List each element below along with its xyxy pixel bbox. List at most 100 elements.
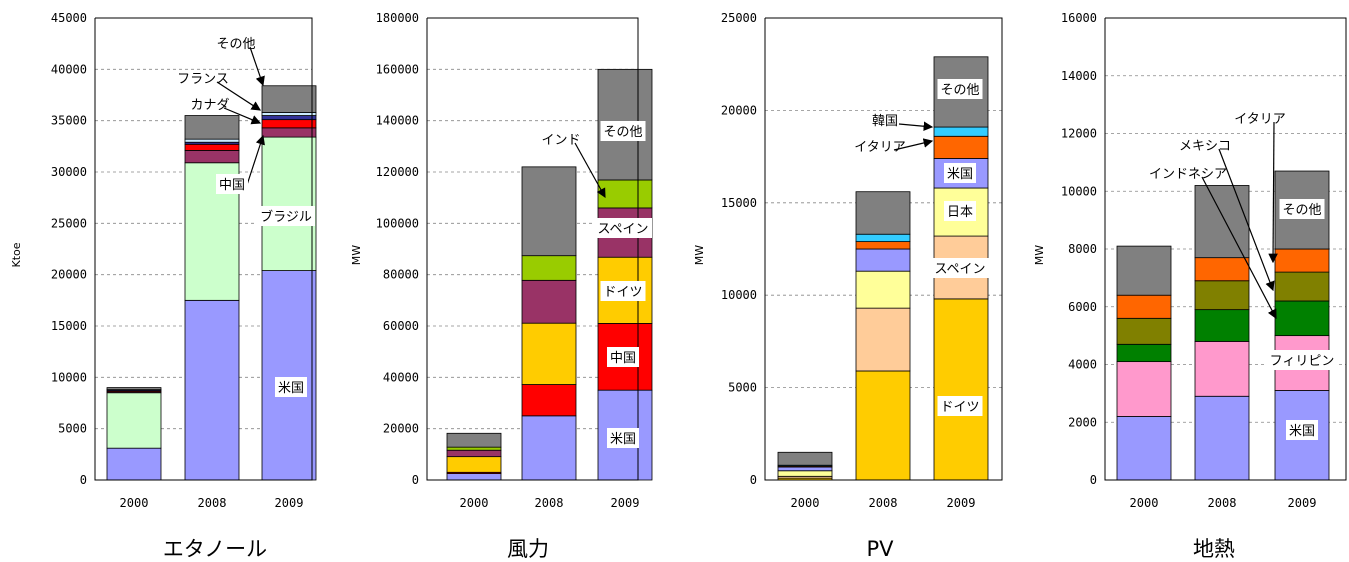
y-tick-label: 0 [1090,473,1097,487]
bar-segment [1194,309,1250,342]
bar-segment [106,447,162,481]
bar-segment [261,127,317,138]
bar-segment [261,136,317,271]
label-box [275,377,307,397]
series-label: ドイツ [603,285,642,300]
bar-segment [184,143,240,151]
label-box [600,281,646,301]
y-tick-label: 0 [750,473,757,487]
label-box [931,258,989,278]
x-tick-label: 2000 [1130,496,1159,510]
y-tick-label: 25000 [51,216,87,230]
bar-segment [521,415,577,481]
bar-segment [855,370,911,481]
chart-title: PV [866,537,894,561]
bar-segment [446,456,502,473]
bar-segment [1116,361,1172,417]
bar-segment [446,449,502,458]
bar-segment [521,279,577,324]
series-label: 米国 [947,167,973,182]
series-label: その他 [1282,203,1321,218]
y-tick-label: 20000 [721,103,757,117]
plot-frame [764,17,1003,481]
series-label: フィリピン [1270,354,1335,369]
bar-segment [521,322,577,385]
series-label: インド [541,133,580,148]
y-tick-label: 8000 [1068,242,1097,256]
bar-segment [597,179,653,209]
bar-segment [446,446,502,451]
annotation-arrow [245,134,265,189]
label-box [594,218,652,238]
annotation-arrow [893,138,934,151]
x-tick-label: 2008 [535,496,564,510]
bar-segment [1274,271,1330,302]
bar-segment [933,135,989,159]
series-label: 中国 [610,351,636,366]
y-tick-label: 6000 [1068,300,1097,314]
y-tick-label: 5000 [58,422,87,436]
y-axis-label: MW [693,245,706,265]
y-tick-label: 20000 [383,422,419,436]
bar-segment [933,126,989,137]
bar-segment [521,255,577,281]
bar-segment [855,241,911,250]
y-axis-label: MW [350,245,363,265]
label-box [600,121,646,141]
bar-segment [261,119,317,129]
y-tick-label: 0 [412,473,419,487]
bar-segment [1194,340,1250,397]
bar-segment [1116,317,1172,345]
series-label: その他 [603,125,642,140]
bar-segment [521,166,577,257]
y-tick-label: 20000 [51,268,87,282]
label-box [257,206,315,226]
y-tick-label: 16000 [1061,11,1097,25]
y-tick-label: 14000 [1061,69,1097,83]
series-label: 日本 [947,205,973,220]
chart-panel-2: 0 20000 40000 60000 80000 100000 120000 140000 1… [350,11,653,561]
y-tick-label: 12000 [1061,127,1097,141]
series-label: メキシコ [1179,139,1231,154]
bar-segment [446,432,502,448]
label-box [1266,350,1338,370]
annotation-arrow [1201,176,1277,320]
y-tick-label: 45000 [51,11,87,25]
annotation-arrow [898,121,934,132]
annotation-arrow [1268,121,1278,264]
chart-title: 風力 [507,537,549,561]
bar-segment [521,384,577,417]
series-label: 米国 [278,381,304,396]
bar-segment [1194,257,1250,282]
y-tick-label: 4000 [1068,358,1097,372]
y-tick-label: 160000 [376,62,419,76]
y-tick-label: 100000 [376,216,419,230]
annotation-arrow [574,142,606,199]
y-tick-label: 80000 [383,268,419,282]
bar-segment [1274,248,1330,273]
label-box [1279,199,1325,219]
bar-segment [855,248,911,272]
annotation-arrow [223,107,262,125]
annotation-arrow [216,81,262,111]
bar-segment [184,138,240,143]
label-box [607,347,639,367]
bar-segment [933,298,989,481]
x-tick-label: 2008 [1208,496,1237,510]
plot-frame [94,17,313,481]
bar-segment [184,115,240,140]
y-tick-label: 40000 [51,62,87,76]
bar-segment [446,473,502,481]
y-axis-label: MW [1033,245,1046,265]
series-label: 米国 [610,432,636,447]
bar-segment [1274,300,1330,337]
series-label: ドイツ [940,400,979,415]
series-label: ブラジル [260,209,312,225]
label-box [944,163,976,183]
x-tick-label: 2000 [120,496,149,510]
series-label: その他 [216,37,255,52]
bar-segment [261,85,317,113]
y-tick-label: 10000 [51,370,87,384]
y-axis-label: Ktoe [10,242,23,267]
y-tick-label: 30000 [51,165,87,179]
